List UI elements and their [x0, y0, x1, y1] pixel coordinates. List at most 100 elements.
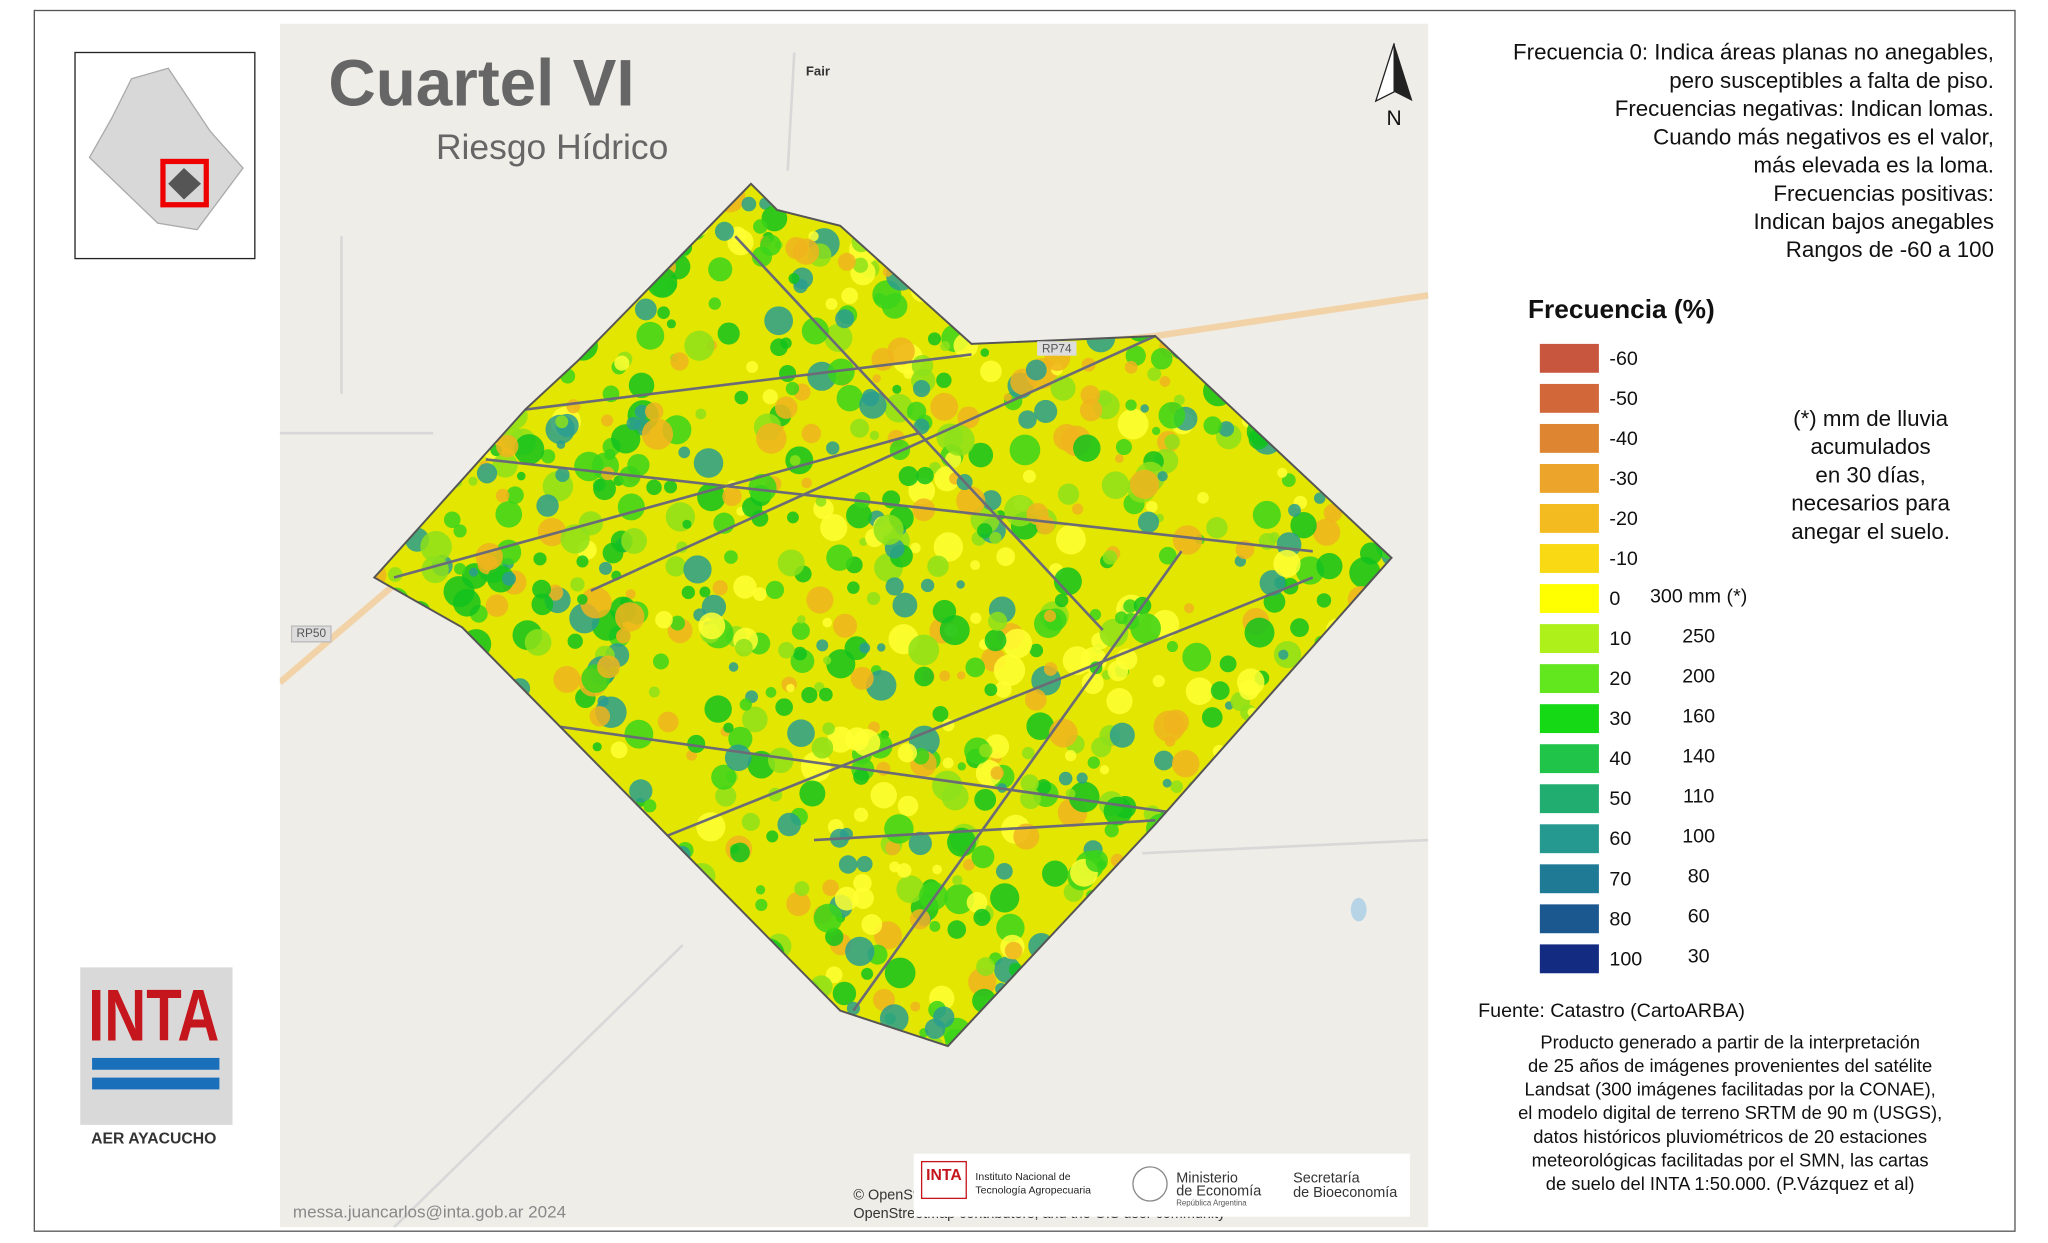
legend-title: Frecuencia (%) [1528, 294, 1715, 324]
risk-blob [957, 671, 966, 680]
risk-blob [800, 751, 832, 783]
risk-blob [789, 455, 801, 466]
description-line: pero susceptibles a falta de piso. [1669, 68, 1994, 93]
legend-swatch [1539, 704, 1599, 734]
risk-blob [823, 656, 832, 665]
risk-blob [892, 384, 902, 394]
legend-mm: 80 [1688, 866, 1710, 888]
risk-blob [536, 494, 559, 517]
footnote-line: (*) mm de lluvia [1793, 406, 1948, 431]
risk-blob [813, 903, 843, 933]
risk-blob [884, 814, 914, 844]
risk-blob [648, 686, 660, 698]
road-label: RP50 [297, 626, 327, 640]
risk-blob [628, 372, 655, 399]
risk-blob [794, 881, 810, 897]
risk-blob [837, 252, 856, 271]
risk-blob [1068, 781, 1100, 813]
risk-blob [1129, 469, 1160, 499]
risk-blob [822, 722, 835, 735]
risk-blob [1072, 503, 1084, 515]
risk-blob [496, 434, 519, 458]
risk-blob [580, 587, 612, 619]
risk-blob [701, 594, 727, 620]
legend-label: 60 [1609, 828, 1631, 850]
sponsor-text: Ministerio [1176, 1170, 1238, 1186]
risk-blob [852, 257, 869, 273]
risk-blob [1278, 649, 1289, 660]
ministry-seal [1132, 1166, 1168, 1202]
risk-blob [533, 552, 547, 566]
risk-blob [495, 488, 510, 503]
risk-blob [933, 532, 964, 562]
risk-blob [957, 762, 966, 771]
risk-blob [1152, 426, 1161, 436]
risk-blob [896, 863, 912, 878]
risk-blob [626, 416, 640, 431]
risk-blob [1137, 511, 1160, 533]
risk-blob [834, 886, 859, 911]
legend-swatch [1539, 824, 1599, 854]
risk-blob [599, 561, 613, 575]
risk-blob [1268, 532, 1280, 543]
legend-mm: 110 [1683, 786, 1714, 808]
risk-blob [930, 392, 959, 421]
product-line: de suelo del INTA 1:50.000. (P.Vázquez e… [1546, 1173, 1915, 1194]
risk-zone [374, 183, 1392, 1047]
risk-blob [742, 706, 768, 733]
risk-blob [555, 415, 569, 429]
risk-blob [678, 446, 691, 459]
risk-blob [861, 967, 874, 980]
product-line: Landsat (300 imágenes facilitadas por la… [1525, 1079, 1936, 1100]
risk-blob [908, 725, 940, 757]
risk-blob [645, 402, 664, 421]
product-line: datos históricos pluviométricos de 20 es… [1533, 1126, 1927, 1147]
legend-swatch [1539, 423, 1599, 453]
risk-blob [970, 560, 981, 571]
risk-blob [724, 744, 752, 772]
risk-blob [908, 477, 936, 505]
product-line: meteorológicas facilitadas por el SMN, l… [1532, 1149, 1929, 1170]
risk-blob [786, 891, 811, 917]
risk-blob [777, 812, 801, 837]
risk-blob [747, 750, 776, 779]
risk-blob [869, 430, 880, 441]
legend-label: 70 [1609, 868, 1631, 890]
risk-blob [850, 666, 874, 690]
risk-blob [897, 795, 919, 817]
description-line: Frecuencias negativas: Indican lomas. [1615, 96, 1994, 121]
legend-swatch [1539, 584, 1599, 613]
risk-blob [811, 736, 834, 759]
risk-blob [592, 742, 602, 752]
risk-blob [643, 799, 657, 813]
risk-blob [996, 913, 1025, 943]
legend-swatch [1539, 383, 1599, 413]
risk-blob [971, 845, 995, 869]
risk-blob [927, 332, 942, 346]
risk-blob [1360, 542, 1383, 565]
sponsor-text: República Argentina [1176, 1199, 1247, 1208]
risk-blob [952, 875, 963, 886]
road-label: RP74 [1042, 341, 1072, 355]
subtitle: Riesgo Hídrico [436, 127, 668, 167]
risk-blob [730, 842, 750, 863]
footnote-line: necesarios para [1791, 491, 1950, 516]
risk-blob [722, 486, 742, 507]
legend-swatch [1539, 504, 1599, 533]
risk-blob [1162, 778, 1172, 788]
risk-blob [1164, 434, 1180, 450]
risk-blob [1314, 492, 1326, 504]
risk-blob [1115, 439, 1132, 456]
risk-blob [846, 502, 872, 529]
risk-blob [762, 389, 778, 405]
risk-blob [627, 453, 650, 477]
risk-blob [777, 549, 805, 577]
risk-blob [956, 486, 986, 516]
risk-blob [729, 226, 747, 243]
risk-blob [816, 639, 829, 652]
risk-blob [1053, 567, 1082, 596]
legend-mm: 200 [1682, 665, 1715, 687]
risk-blob [1273, 549, 1301, 578]
risk-blob [778, 641, 795, 659]
risk-blob [682, 519, 692, 529]
